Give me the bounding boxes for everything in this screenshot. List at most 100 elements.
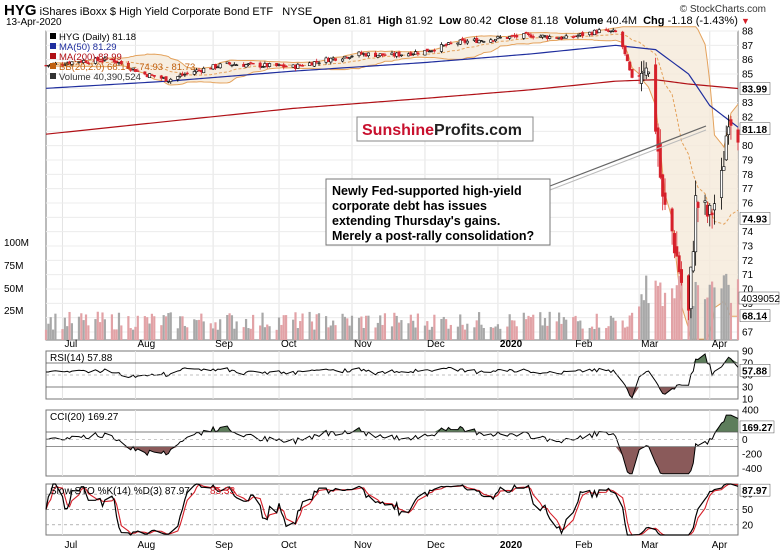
volume-tag-box: [738, 291, 780, 305]
candle-body: [498, 36, 502, 39]
volume-tick-label: 50M: [4, 284, 23, 295]
volume-bar: [101, 312, 104, 340]
volume-value: 40.4M: [606, 15, 637, 27]
candle-body: [263, 63, 267, 67]
volume-bar: [673, 298, 676, 340]
volume-bar: [230, 315, 234, 340]
volume-bar: [645, 275, 648, 340]
volume-bar: [282, 315, 285, 340]
volume-bar: [61, 329, 64, 340]
candle-body: [661, 174, 665, 197]
security-name: iShares iBoxx $ High Yield Corporate Bon…: [39, 6, 274, 18]
bb-mid-tag-label: 74.93: [742, 214, 767, 225]
candle-body: [663, 192, 667, 205]
volume-bar: [623, 327, 627, 340]
candle-body: [508, 36, 512, 39]
rsi-tick-label: 70: [742, 359, 754, 370]
candle-body: [524, 31, 528, 34]
price-tick-label: 72: [742, 256, 754, 267]
volume-bar: [522, 312, 525, 340]
candle-body: [366, 52, 370, 57]
volume-bar: [350, 315, 354, 340]
rsi-label: RSI(14) 57.88: [50, 353, 113, 364]
volume-bar: [148, 323, 151, 340]
volume-bar: [430, 326, 434, 340]
candle-body: [86, 62, 90, 64]
volume-bar: [492, 327, 495, 340]
volume-bar: [703, 299, 707, 340]
volume-bar: [605, 327, 608, 340]
candle-body: [562, 36, 566, 39]
volume-bar: [400, 320, 403, 340]
candle-body: [477, 40, 481, 44]
candle-body: [416, 52, 420, 55]
candle-body: [258, 62, 262, 68]
volume-bar: [183, 325, 186, 340]
volume-bar: [346, 318, 349, 340]
volume-bar: [463, 329, 467, 340]
month-label-bottom: Apr: [712, 540, 728, 551]
volume-bar: [365, 315, 368, 340]
volume-bar: [308, 311, 311, 340]
candle-body: [383, 54, 387, 56]
candle-body: [406, 53, 410, 57]
volume-bar: [214, 322, 217, 340]
volume-bar: [489, 327, 492, 340]
volume-bar: [527, 315, 530, 340]
legend-volume-label: Volume 40,390,524: [59, 72, 141, 83]
volume-bar: [376, 322, 379, 340]
volume-bar: [84, 314, 88, 340]
candle-body: [581, 32, 585, 37]
candle-body: [96, 56, 100, 61]
volume-bar: [628, 315, 631, 340]
volume-bar: [414, 327, 417, 340]
volume-bar: [252, 314, 255, 340]
candle-body: [341, 58, 345, 62]
volume-tag-label: 40390524: [741, 294, 780, 305]
candle-body: [63, 64, 67, 66]
chart-header: HYG iShares iBoxx $ High Yield Corporate…: [4, 2, 312, 19]
volume-bar: [736, 279, 740, 340]
volume-bar: [115, 329, 118, 340]
cci-tick-label: -200: [742, 450, 762, 461]
candle-body: [712, 203, 716, 211]
volume-label: Volume: [564, 15, 604, 27]
volume-bar: [87, 325, 90, 340]
price-tick-label: 67: [742, 328, 754, 339]
volume-bar: [390, 326, 394, 340]
close-label: Close: [497, 15, 528, 27]
candle-body: [119, 61, 123, 65]
candle-body: [595, 30, 599, 34]
candle-body: [512, 34, 516, 37]
volume-bar: [680, 279, 683, 340]
low-value: 80.42: [464, 15, 492, 27]
volume-bar: [442, 316, 445, 340]
candle-body: [564, 35, 568, 39]
candle-body: [423, 49, 427, 56]
volume-bar: [193, 319, 196, 340]
candle-body: [275, 63, 279, 67]
candle-body: [202, 67, 206, 74]
volume-bar: [103, 319, 106, 340]
candle-body: [456, 42, 460, 45]
candle-body: [708, 205, 712, 215]
candle-body: [710, 212, 714, 216]
volume-bar: [640, 294, 643, 340]
legend-bb-label: BB(20,2.0) 68.14 - 74.93 - 81.73: [59, 62, 195, 73]
candle-body: [364, 53, 368, 57]
candle-body: [244, 64, 248, 68]
candle-body: [331, 57, 335, 60]
month-label-bottom: Sep: [215, 540, 233, 551]
volume-bar: [416, 313, 419, 340]
price-tick-label: 83: [742, 98, 754, 109]
volume-bar: [692, 306, 695, 340]
annotation-line: extending Thursday's gains.: [332, 214, 500, 228]
candle-body: [348, 57, 352, 59]
rsi-line: [45, 353, 739, 399]
legend-ma50-swatch: [50, 43, 56, 49]
candle-body: [282, 64, 286, 68]
stoch-label-k: Slow STO %K(14) %D(3) 87.97,: [50, 486, 193, 497]
volume-bar: [176, 328, 179, 340]
price-tick-label: 74: [742, 227, 754, 238]
volume-bar: [706, 297, 709, 340]
